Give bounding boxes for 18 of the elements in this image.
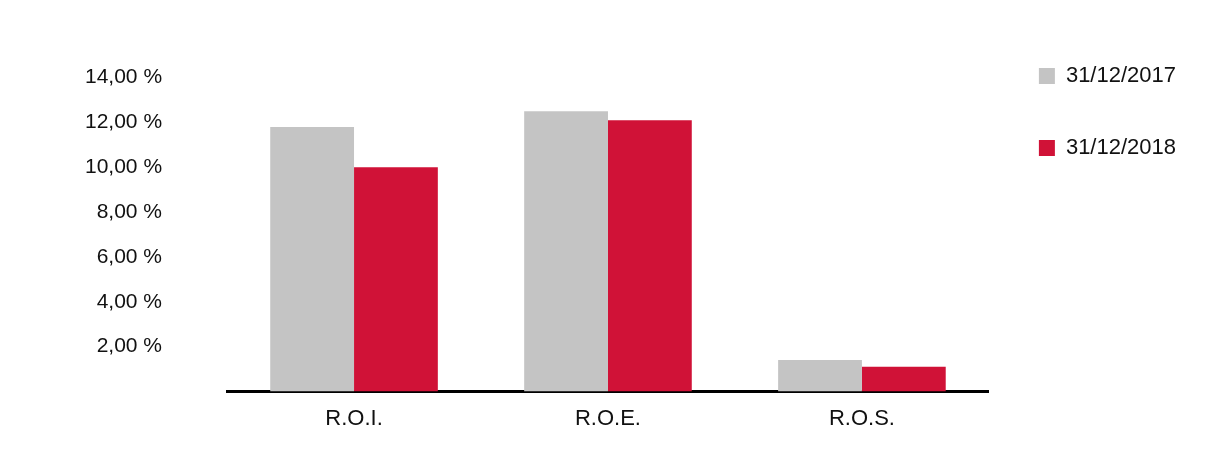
- x-tick-label: R.O.I.: [325, 404, 383, 430]
- bar: [354, 167, 438, 392]
- x-tick-label: R.O.E.: [574, 404, 641, 430]
- y-tick-label: 4,00 %: [96, 288, 163, 312]
- bar: [861, 366, 946, 392]
- bar: [270, 126, 355, 392]
- y-tick-label: 14,00 %: [85, 64, 163, 88]
- legend-label: 31/12/2017: [1065, 62, 1176, 88]
- x-tick-label: R.O.S.: [828, 404, 895, 430]
- y-tick-label: 6,00 %: [96, 243, 163, 267]
- legend-label: 31/12/2018: [1065, 134, 1176, 160]
- bar: [524, 111, 608, 392]
- bar: [607, 120, 692, 392]
- bar: [778, 360, 862, 392]
- y-tick-label: 10,00 %: [85, 154, 163, 178]
- y-tick-label: 12,00 %: [85, 109, 163, 133]
- y-tick-label: 2,00 %: [96, 333, 163, 357]
- y-tick-label: 8,00 %: [96, 198, 163, 222]
